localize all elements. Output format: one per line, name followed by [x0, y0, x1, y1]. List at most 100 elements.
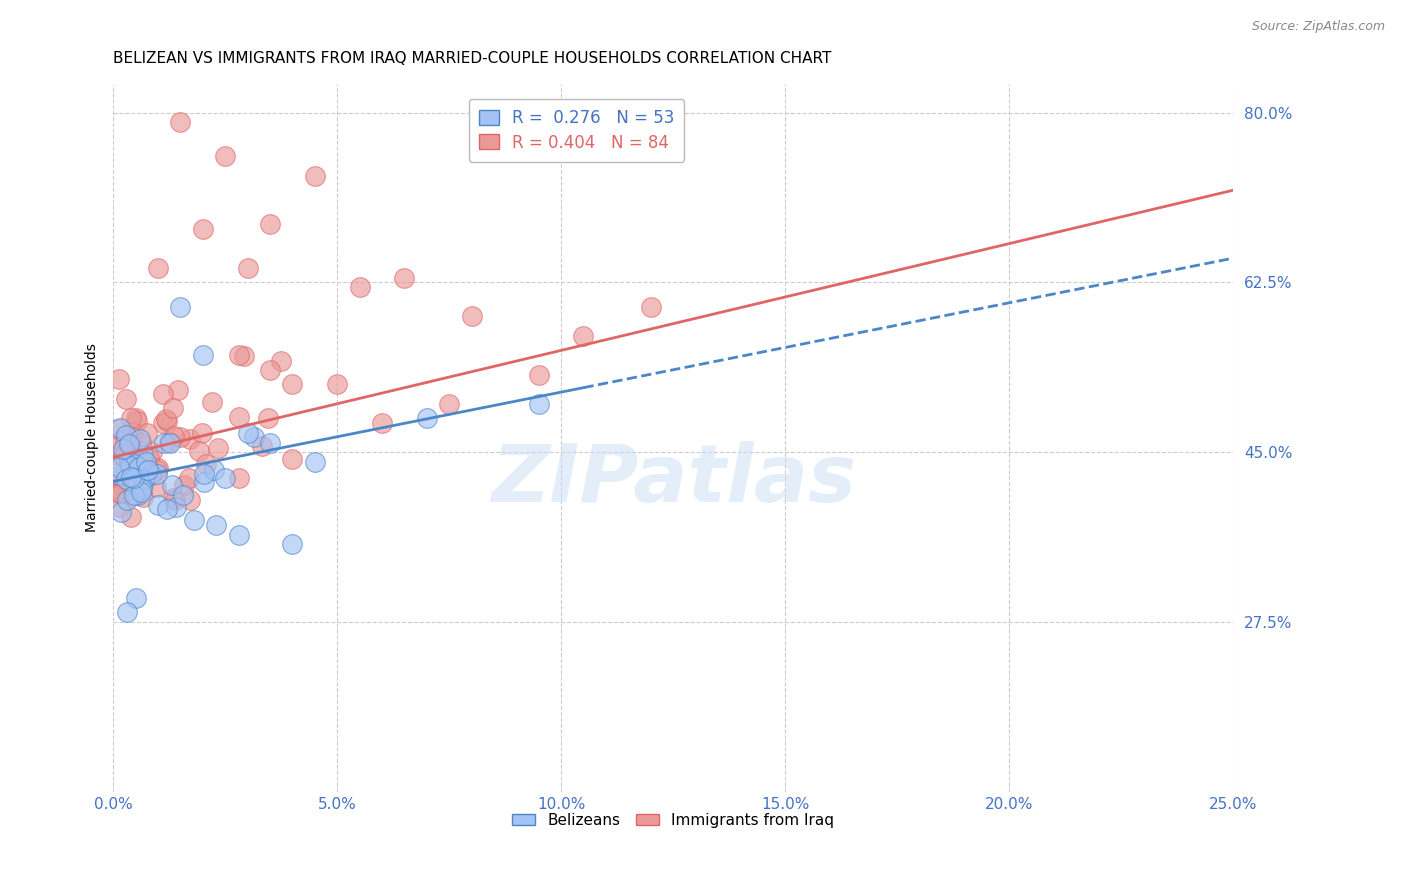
Point — [152, 436, 174, 450]
Point — [110, 470, 132, 484]
Point — [115, 606, 138, 620]
Point — [134, 471, 156, 485]
Point — [157, 435, 180, 450]
Point — [640, 300, 662, 314]
Point — [371, 416, 394, 430]
Point — [131, 479, 153, 493]
Point — [152, 386, 174, 401]
Point — [205, 518, 228, 533]
Point — [259, 363, 281, 377]
Point — [131, 482, 153, 496]
Point — [121, 430, 143, 444]
Point — [416, 411, 439, 425]
Point — [114, 445, 136, 459]
Point — [228, 528, 250, 542]
Point — [146, 260, 169, 275]
Point — [572, 328, 595, 343]
Point — [304, 455, 326, 469]
Point — [191, 222, 214, 236]
Point — [165, 493, 187, 508]
Point — [148, 461, 170, 475]
Point — [122, 425, 145, 439]
Point — [110, 434, 132, 448]
Point — [179, 471, 201, 485]
Point — [159, 435, 181, 450]
Point — [128, 460, 150, 475]
Point — [108, 500, 131, 514]
Point — [120, 489, 142, 503]
Point — [193, 467, 215, 481]
Point — [202, 463, 225, 477]
Point — [228, 410, 250, 425]
Point — [141, 445, 163, 459]
Point — [136, 425, 159, 440]
Point — [108, 421, 131, 435]
Point — [120, 411, 142, 425]
Point — [152, 416, 174, 430]
Point — [107, 422, 129, 436]
Point — [167, 384, 190, 398]
Point — [136, 462, 159, 476]
Point — [179, 492, 201, 507]
Point — [129, 436, 152, 450]
Point — [107, 485, 129, 500]
Point — [193, 475, 215, 489]
Point — [160, 477, 183, 491]
Point — [460, 310, 482, 324]
Point — [111, 449, 134, 463]
Point — [131, 449, 153, 463]
Point — [165, 500, 187, 514]
Point — [118, 453, 141, 467]
Point — [437, 397, 460, 411]
Point — [162, 401, 184, 415]
Point — [118, 435, 141, 450]
Point — [236, 425, 259, 440]
Point — [214, 471, 236, 485]
Point — [179, 432, 201, 446]
Legend: Belizeans, Immigrants from Iraq: Belizeans, Immigrants from Iraq — [506, 806, 839, 834]
Point — [156, 501, 179, 516]
Point — [162, 491, 184, 505]
Point — [111, 442, 134, 456]
Point — [183, 513, 205, 527]
Point — [124, 457, 146, 471]
Point — [280, 452, 302, 467]
Point — [138, 450, 160, 465]
Point — [169, 430, 191, 444]
Point — [121, 440, 143, 454]
Point — [172, 487, 194, 501]
Point — [139, 467, 162, 482]
Point — [155, 412, 177, 426]
Point — [124, 454, 146, 468]
Point — [527, 397, 550, 411]
Point — [110, 484, 132, 499]
Point — [129, 457, 152, 471]
Point — [201, 395, 224, 409]
Point — [127, 450, 149, 464]
Point — [110, 473, 132, 487]
Point — [259, 435, 281, 450]
Point — [259, 217, 281, 231]
Point — [122, 470, 145, 484]
Point — [124, 591, 146, 605]
Point — [134, 472, 156, 486]
Point — [214, 149, 236, 163]
Point — [125, 414, 148, 428]
Point — [132, 490, 155, 504]
Point — [243, 430, 266, 444]
Point — [127, 488, 149, 502]
Point — [118, 459, 141, 474]
Point — [107, 448, 129, 462]
Point — [128, 452, 150, 467]
Y-axis label: Married-couple Households: Married-couple Households — [86, 343, 100, 533]
Point — [118, 437, 141, 451]
Point — [108, 372, 131, 386]
Text: Source: ZipAtlas.com: Source: ZipAtlas.com — [1251, 20, 1385, 33]
Point — [169, 300, 191, 314]
Point — [120, 480, 142, 494]
Point — [120, 509, 142, 524]
Point — [173, 477, 195, 491]
Point — [236, 260, 259, 275]
Point — [349, 280, 371, 294]
Point — [326, 377, 349, 392]
